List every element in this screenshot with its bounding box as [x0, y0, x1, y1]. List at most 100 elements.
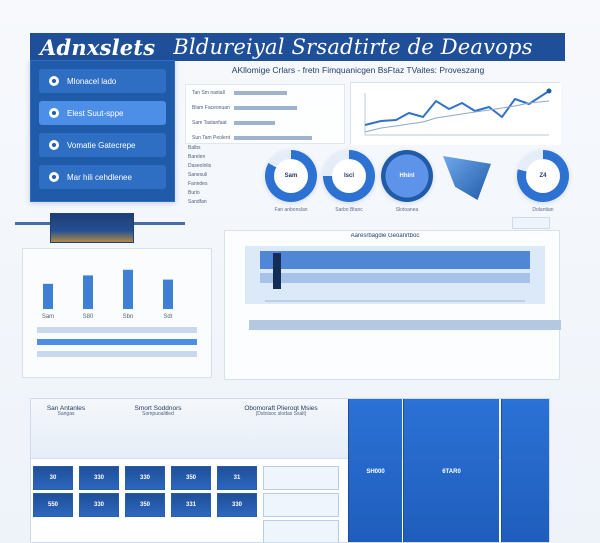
- grid-card[interactable]: 31: [217, 466, 257, 490]
- left-chart-band: [37, 351, 197, 357]
- gauge-value: Z4: [526, 159, 560, 193]
- grid-card[interactable]: 331: [171, 493, 211, 517]
- subtitle-text: AKllomige Crlars - fretn Fimquanicgen Bs…: [231, 65, 485, 75]
- metric-bar: [234, 135, 312, 140]
- grid-card[interactable]: 330: [79, 493, 119, 517]
- sidebar-item-2[interactable]: Elest Suut-sppe: [39, 101, 166, 125]
- grid-card[interactable]: 30: [33, 466, 73, 490]
- table-header-sub: (Dstnisoc slodas Ssalt): [255, 411, 307, 418]
- gauge-value: Hhinl: [399, 173, 415, 179]
- sidebar-item-3[interactable]: Vomatie Gatecrepe: [39, 133, 166, 157]
- grid-card-value: 330: [231, 502, 242, 508]
- gauge-chart: Iscl: [323, 150, 375, 202]
- side-label: Balbs: [188, 145, 201, 151]
- grid-card-value: 550: [47, 502, 58, 508]
- light-grid-card[interactable]: [263, 493, 339, 517]
- center-chart-title: Aaresrbagdie Geoanrtboc: [350, 233, 420, 239]
- side-labels: Balbs Barelen Daseolnlis Sanesuli Fannde…: [188, 145, 250, 215]
- sidebar-item-1[interactable]: Mlonacel lado: [39, 69, 166, 93]
- left-chart-bar: [83, 275, 93, 309]
- page-title: Bldureiyal Srsadtirte de Deavops: [173, 35, 533, 59]
- metric-label: Sun Tam Peolent: [192, 134, 230, 141]
- data-table: San Antanles Sangas Smort Soddnors Sompu…: [30, 398, 550, 543]
- left-chart-bar: [123, 269, 133, 309]
- grid-card[interactable]: 330: [125, 466, 165, 490]
- side-label: Daseolnlis: [188, 163, 212, 169]
- line-chart-svg: [351, 83, 561, 145]
- gauge-strip: Sam Fan anbonslan Iscl Sarbo Btanc Hhinl…: [255, 150, 575, 220]
- toolbar-highlight: [50, 213, 134, 243]
- sidebar-item-label: Vomatie Gatecrepe: [67, 140, 136, 150]
- blue-value: 6TAR0: [442, 468, 461, 475]
- sidebar-item-label: Mlonacel lado: [67, 76, 117, 86]
- line-series: [364, 90, 550, 126]
- grid-card[interactable]: 350: [125, 493, 165, 517]
- circle-icon: [49, 76, 59, 86]
- metrics-panel: Tan Sm nastall Blam Faceonuant Sam Tasta…: [185, 84, 345, 144]
- toolbar-strip: [15, 213, 185, 243]
- table-header-title: San Antanles: [46, 405, 86, 412]
- blue-value: SH000: [366, 468, 385, 475]
- grid-card-value: 350: [139, 502, 150, 508]
- grid-card-value: 350: [185, 475, 196, 481]
- left-chart-bar: [163, 279, 173, 309]
- left-chart-label: Sbn: [123, 314, 134, 320]
- gauge-chart: Sam: [265, 150, 317, 202]
- table-header-cell: Smort Soddnors Sompuoalitled: [103, 399, 213, 459]
- left-chart-svg: Sam S80 Sbn Sdr: [37, 269, 197, 357]
- gauge-value: Iscl: [332, 159, 366, 193]
- light-grid-card[interactable]: [263, 466, 339, 490]
- metric-label: Sam Tastanfaat: [192, 119, 227, 126]
- brand-title: Adnxslets: [40, 34, 156, 60]
- gauge-caption: Fan anbonslan: [274, 207, 308, 213]
- circle-icon: [49, 108, 59, 118]
- metric-row: Tan Sm nastall: [186, 85, 344, 100]
- blue-summary-block: 6TAR0: [403, 399, 499, 542]
- grid-card[interactable]: 330: [79, 466, 119, 490]
- funnel-chart: [443, 156, 491, 200]
- top-line-chart: [350, 82, 561, 145]
- left-chart-band: [37, 339, 197, 345]
- gauge-chart: Hhinl: [381, 150, 433, 202]
- grid-card-value: 330: [93, 475, 104, 481]
- sidebar-item-4[interactable]: Mar hili cehdlenee: [39, 165, 166, 189]
- left-chart-label: Sam: [42, 314, 54, 320]
- side-label: Barelen: [188, 154, 206, 160]
- circle-icon: [49, 172, 59, 182]
- side-label: Fanndes: [188, 181, 208, 187]
- blue-summary-block: SH000: [348, 399, 402, 542]
- chart-background: [351, 83, 561, 145]
- floating-note: [512, 217, 550, 229]
- line-series-secondary: [364, 100, 550, 133]
- left-chart-band: [37, 327, 197, 333]
- table-header-cell: San Antanles Sangas: [31, 399, 101, 459]
- bar-secondary: [260, 273, 530, 283]
- grid-card-value: 330: [93, 502, 104, 508]
- grid-card-value: 31: [233, 475, 241, 481]
- metric-row: Sam Tastanfaat: [186, 115, 344, 130]
- grid-card[interactable]: 330: [217, 493, 257, 517]
- light-grid-card[interactable]: [263, 520, 339, 542]
- sidebar-item-label: Mar hili cehdlenee: [67, 172, 132, 182]
- left-bar-chart: Sam S80 Sbn Sdr: [22, 248, 212, 378]
- side-label: Sanesuli: [188, 172, 208, 178]
- grid-card[interactable]: 550: [33, 493, 73, 517]
- circle-icon: [49, 140, 59, 150]
- table-header-title: Smort Soddnors: [134, 405, 182, 412]
- center-chart: Aaresrbagdie Geoanrtboc: [224, 230, 561, 380]
- gauge-caption: Sarbo Btanc: [335, 207, 363, 213]
- highlight-bar: [273, 253, 281, 289]
- side-label: Burlo: [188, 190, 200, 196]
- sidebar-item-label: Elest Suut-sppe: [67, 108, 124, 118]
- table-header-sub: Sangas: [57, 411, 75, 418]
- left-chart-label: Sdr: [163, 314, 172, 320]
- grid-card-value: 30: [49, 475, 57, 481]
- metric-row: Blam Faceonuant: [186, 100, 344, 115]
- app-header: Adnxslets Bldureiyal Srsadtirte de Deavo…: [30, 33, 565, 61]
- metric-label: Tan Sm nastall: [192, 89, 225, 96]
- grid-card[interactable]: 350: [171, 466, 211, 490]
- table-header-title: Obomoraft Plieroqt Msies: [244, 405, 318, 412]
- side-label: Sandfan: [188, 199, 207, 205]
- gauge-caption: Dolantian: [532, 207, 554, 213]
